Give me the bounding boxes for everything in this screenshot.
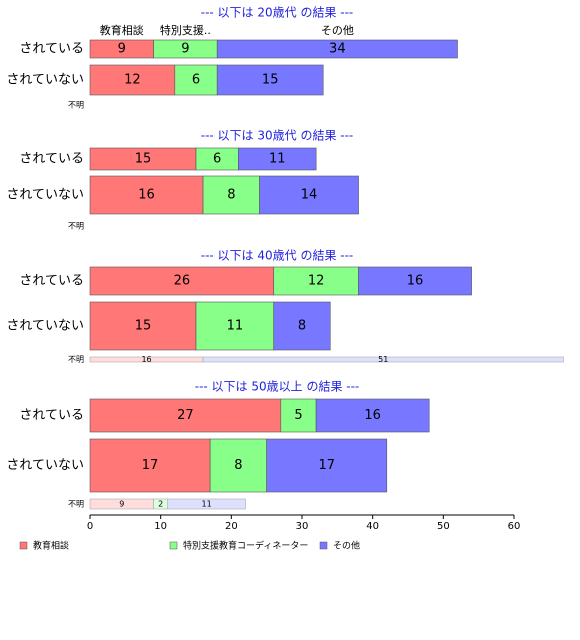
bar-segment xyxy=(315,398,430,433)
value-label: 9 xyxy=(181,42,189,57)
value-label: 6 xyxy=(213,152,221,167)
value-label: 17 xyxy=(142,458,159,473)
row-label: されていない xyxy=(6,188,84,203)
bar-segment xyxy=(238,147,317,171)
value-label: 16 xyxy=(407,274,424,289)
row-label: 不明 xyxy=(68,500,84,509)
legend-label: 特別支援教育コーディネーター xyxy=(183,540,308,552)
panel-title: --- 以下は 50歳以上 の結果 --- xyxy=(195,380,360,394)
value-label: 8 xyxy=(234,458,242,473)
value-label: 17 xyxy=(318,458,335,473)
bar-segment xyxy=(280,398,317,433)
value-label: 15 xyxy=(262,73,279,88)
value-label: 11 xyxy=(269,152,286,167)
x-tick-label: 30 xyxy=(296,521,309,532)
value-label: 8 xyxy=(227,188,235,203)
bar-segment xyxy=(273,266,359,296)
row-label: されていない xyxy=(6,458,84,473)
bar-segment xyxy=(259,175,359,215)
row-label: されている xyxy=(19,274,84,289)
bar-segment xyxy=(209,438,267,493)
bar-segment xyxy=(216,39,458,59)
value-label: 14 xyxy=(301,188,318,203)
bar-segment xyxy=(202,356,564,363)
value-label: 9 xyxy=(119,500,124,509)
x-tick-label: 40 xyxy=(366,521,379,532)
value-label: 11 xyxy=(202,500,212,509)
value-label: 2 xyxy=(158,500,163,509)
bar-segment xyxy=(89,301,197,351)
value-label: 34 xyxy=(329,42,346,57)
legend-label: 教育相談 xyxy=(33,540,69,552)
value-label: 16 xyxy=(364,408,381,423)
value-label: 27 xyxy=(177,408,194,423)
row-label: 不明 xyxy=(68,101,84,110)
value-label: 16 xyxy=(138,188,155,203)
bar-segment xyxy=(89,266,275,296)
bar-segment xyxy=(266,438,388,493)
value-label: 51 xyxy=(378,355,388,364)
value-label: 26 xyxy=(174,274,191,289)
value-label: 6 xyxy=(192,73,200,88)
legend-swatch xyxy=(169,541,178,550)
row-label: 不明 xyxy=(68,355,84,364)
panel-title: --- 以下は 40歳代 の結果 --- xyxy=(201,249,354,263)
bar-segment xyxy=(167,498,246,510)
bar-segment xyxy=(89,175,204,215)
bar-segment xyxy=(358,266,472,296)
column-label: その他 xyxy=(321,24,354,37)
bar-segment xyxy=(216,64,324,96)
bar-segment xyxy=(195,301,275,351)
value-label: 8 xyxy=(298,319,306,334)
panel-title: --- 以下は 20歳代 の結果 --- xyxy=(201,6,354,20)
column-label: 特別支援.. xyxy=(160,23,211,37)
x-tick-label: 0 xyxy=(87,521,93,532)
bar-segment xyxy=(174,64,218,96)
row-label: されていない xyxy=(6,73,84,88)
value-label: 9 xyxy=(118,42,126,57)
x-tick-label: 20 xyxy=(225,521,238,532)
bar-segment xyxy=(273,301,331,351)
x-tick-label: 10 xyxy=(154,521,167,532)
legend-label: その他 xyxy=(333,540,360,552)
row-label: されていない xyxy=(6,319,84,334)
panel-title: --- 以下は 30歳代 の結果 --- xyxy=(201,129,354,143)
x-tick-label: 60 xyxy=(508,521,521,532)
row-label: されている xyxy=(19,152,84,167)
bar-segment xyxy=(89,438,211,493)
value-label: 16 xyxy=(141,355,151,364)
column-label: 教育相談 xyxy=(100,23,144,37)
legend-swatch xyxy=(19,541,28,550)
row-label: されている xyxy=(19,408,84,423)
value-label: 12 xyxy=(124,73,141,88)
value-label: 11 xyxy=(227,319,244,334)
value-label: 12 xyxy=(308,274,325,289)
row-label: 不明 xyxy=(68,222,84,231)
x-tick-label: 50 xyxy=(437,521,450,532)
row-label: されている xyxy=(19,42,84,57)
legend-swatch xyxy=(319,541,328,550)
value-label: 15 xyxy=(135,152,152,167)
value-label: 5 xyxy=(294,408,302,423)
value-label: 15 xyxy=(135,319,152,334)
